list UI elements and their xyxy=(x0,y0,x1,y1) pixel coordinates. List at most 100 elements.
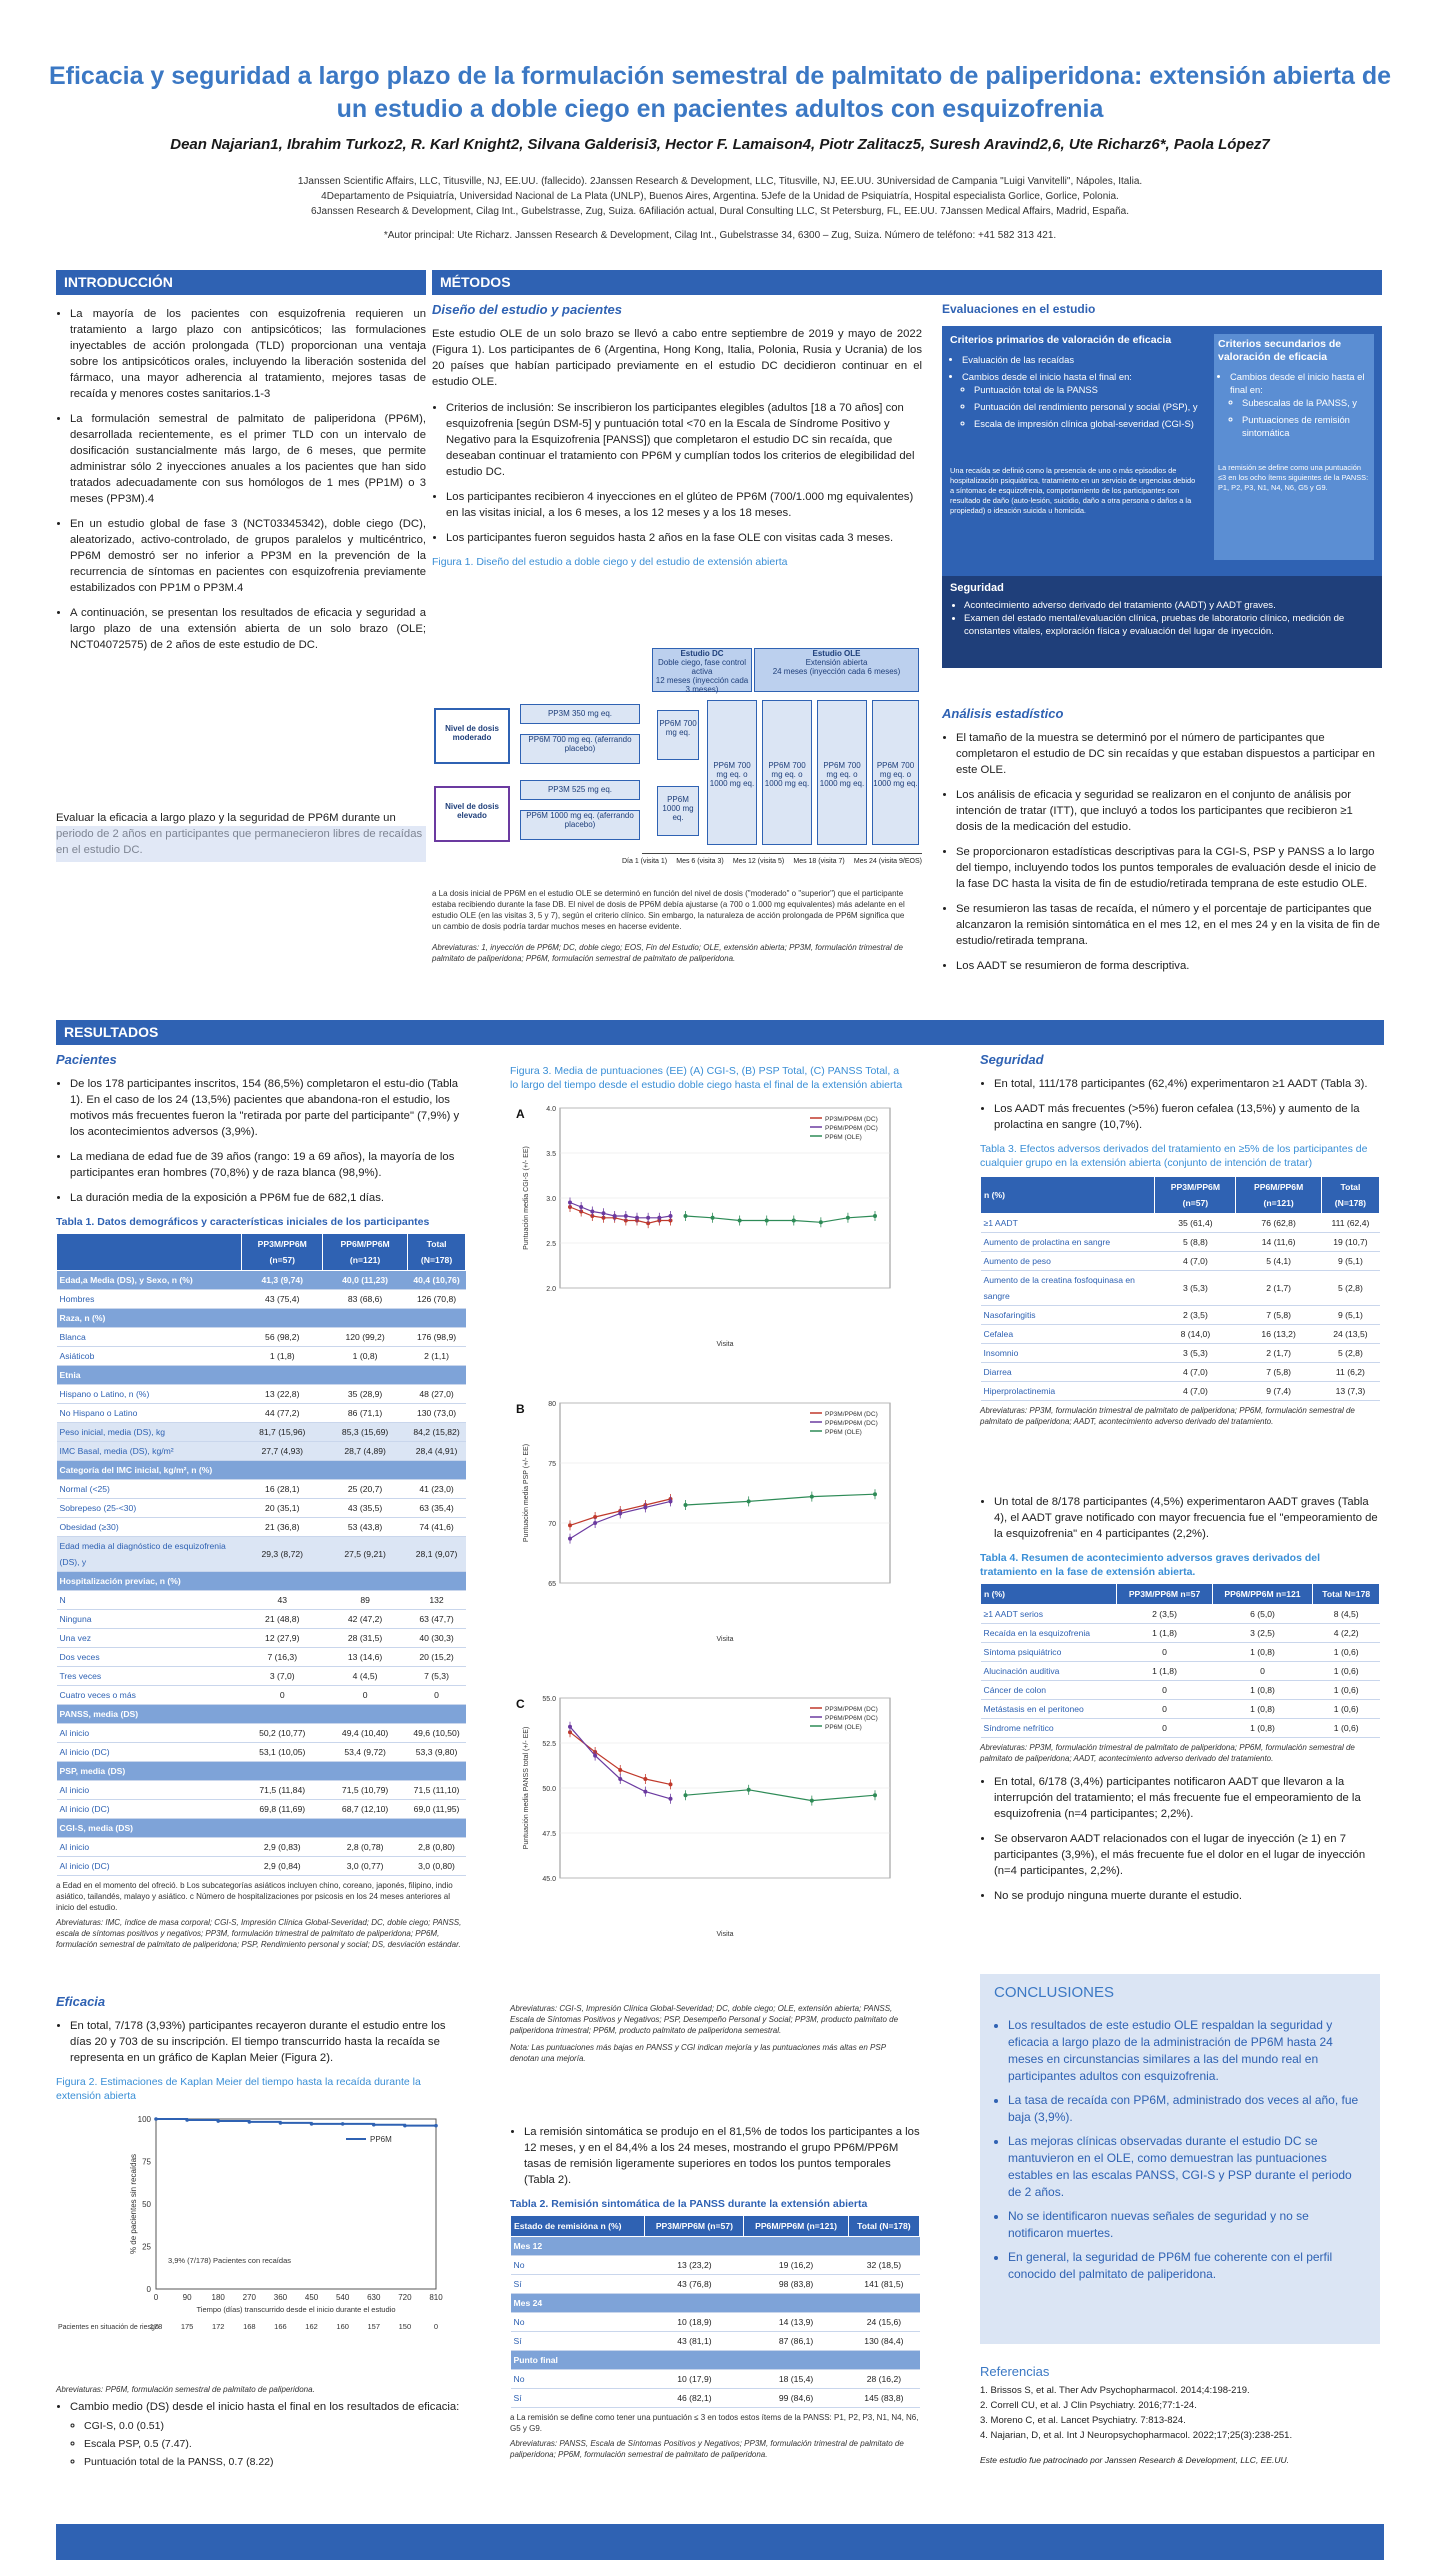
table1-cell: Edad media al diagnóstico de esquizofren… xyxy=(56,1536,242,1572)
table3-cell: 7 (5,8) xyxy=(1235,1305,1322,1325)
table1-cell: 3,0 (0,77) xyxy=(322,1856,408,1876)
table2-cell: Sí xyxy=(510,2388,645,2408)
table4-header-cell: n (%) xyxy=(979,1583,1118,1605)
table-row: Obesidad (≥30) 21 (36,8) 53 (43,8) 74 (41,6… xyxy=(56,1517,466,1537)
fig1-tick: Mes 24 (visita 9/EOS) xyxy=(853,858,922,865)
reference-item: 4. Najarian, D, et al. Int J Neuropsycho… xyxy=(980,2430,1293,2441)
safety-criteria-title: Seguridad xyxy=(950,582,1004,594)
table-row: Sí 43 (76,8) 98 (83,8) 141 (81,5) xyxy=(510,2274,920,2294)
primary-subitem: Escala de impresión clínica global-sever… xyxy=(974,417,1200,430)
table1-title: Tabla 1. Datos demográficos y caracterís… xyxy=(56,1216,430,1228)
table2-cell: 145 (83,8) xyxy=(848,2388,920,2408)
table2-cell: Mes 12 xyxy=(510,2236,645,2256)
km-at-risk-count: 175 xyxy=(181,2322,194,2331)
table2-cell xyxy=(743,2236,849,2256)
dc-sub2: 12 meses (inyección cada 3 meses) xyxy=(655,676,749,694)
fig3-ytick: 47.5 xyxy=(542,1831,556,1838)
table-row: Cefalea 8 (14,0) 16 (13,2) 24 (13,5) xyxy=(980,1324,1380,1344)
table-row: Punto final xyxy=(510,2350,920,2370)
table-row: Aumento de prolactina en sangre 5 (8,8) 14… xyxy=(980,1232,1380,1252)
fig3-xlabel: Visita xyxy=(717,1341,734,1348)
table3-header-cell: PP3M/PP6M (n=57) xyxy=(1154,1176,1237,1214)
dc-header-box: Estudio DC Doble ciego, fase control act… xyxy=(652,648,752,694)
table1-cell: 40,4 (10,76) xyxy=(407,1270,466,1290)
table1-cell: Al inicio (DC) xyxy=(56,1799,242,1819)
table1-cell xyxy=(241,1571,323,1591)
table1-cell xyxy=(407,1761,466,1781)
corresponding-author: *Autor principal: Ute Richarz. Janssen R… xyxy=(383,230,1057,241)
table4-cell: Síntoma psiquiátrico xyxy=(980,1642,1117,1662)
table1-cell: Peso inicial, media (DS), kg xyxy=(56,1422,242,1442)
table1-cell: 40 (30,3) xyxy=(407,1628,466,1648)
efficacy-bullet: En total, 7/178 (3,93%) participantes re… xyxy=(70,2018,466,2066)
fig1-abbreviations: Abreviaturas: 1, inyección de PP6M; DC, … xyxy=(432,943,903,963)
table3-cell: 8 (14,0) xyxy=(1154,1324,1236,1344)
table1-header-cell: Total (N=178) xyxy=(407,1233,466,1271)
table1-cell: 3,0 (0,80) xyxy=(407,1856,466,1876)
table4-header-cell: PP3M/PP6M n=57 xyxy=(1116,1583,1213,1605)
table1-cell: 49,4 (10,40) xyxy=(322,1723,408,1743)
table1-cell xyxy=(407,1308,466,1328)
safety-criteria-box: Seguridad Acontecimiento adverso derivad… xyxy=(942,576,1382,668)
fig3-ytick: 2.0 xyxy=(546,1286,556,1293)
km-ytick: 100 xyxy=(138,2115,152,2124)
table1-cell: Al inicio (DC) xyxy=(56,1742,242,1762)
table2-cell: 28 (16,2) xyxy=(848,2369,920,2389)
table1-cell: Categoría del IMC inicial, kg/m², n (%) xyxy=(56,1460,242,1480)
km-at-risk-label: Pacientes en situación de riesgo xyxy=(58,2324,159,2331)
table3-cell: 9 (5,1) xyxy=(1321,1251,1380,1271)
table1-abbreviations: Abreviaturas: IMC, índice de masa corpor… xyxy=(56,1918,462,1949)
km-censor-point xyxy=(154,2117,158,2121)
km-ytick: 50 xyxy=(142,2200,151,2209)
efficacy-criteria-box: Criterios primarios de valoración de efi… xyxy=(942,326,1382,668)
table1-cell: 20 (15,2) xyxy=(407,1647,466,1667)
table-row: Tres veces 3 (7,0) 4 (4,5) 7 (5,3) xyxy=(56,1666,466,1686)
patients-bullet: La mediana de edad fue de 39 años (rango… xyxy=(70,1149,466,1181)
design-text: Este estudio OLE de un solo brazo se lle… xyxy=(432,328,922,388)
table1-cell: 43 xyxy=(241,1590,323,1610)
table1-cell: 28,1 (9,07) xyxy=(407,1536,466,1572)
fig3-legend-label: PP6M/PP6M (DC) xyxy=(825,1715,878,1722)
km-censor-point xyxy=(309,2122,314,2126)
table4-cell: 1 (0,6) xyxy=(1312,1680,1380,1700)
table1-cell xyxy=(407,1365,466,1385)
table1-cell: 68,7 (12,10) xyxy=(322,1799,408,1819)
fig3-point xyxy=(873,1793,877,1798)
table1-cell: 42 (47,2) xyxy=(322,1609,408,1629)
table4-cell: 4 (2,2) xyxy=(1312,1623,1380,1643)
table1-cell: 130 (73,0) xyxy=(407,1403,466,1423)
fig3-legend-label: PP3M/PP6M (DC) xyxy=(825,1116,878,1123)
eval-title: Evaluaciones en el estudio xyxy=(942,302,1096,316)
table1-cell: 21 (48,8) xyxy=(241,1609,323,1629)
km-censor-point xyxy=(185,2118,189,2122)
table4-cell: 1 (0,8) xyxy=(1212,1718,1313,1738)
table4-serious-events: n (%) PP3M/PP6M n=57 PP6M/PP6M n=121 Total … xyxy=(979,1583,1380,1738)
table1-cell: IMC Basal, media (DS), kg/m² xyxy=(56,1441,242,1461)
dc-header: Estudio DC xyxy=(680,649,724,658)
km-at-risk-count: 160 xyxy=(336,2322,349,2331)
km-xtick: 720 xyxy=(398,2293,412,2302)
fig3-legend-label: PP6M (OLE) xyxy=(825,1429,862,1436)
table1-cell: 71,5 (11,10) xyxy=(407,1780,466,1800)
table1-cell: Asiáticob xyxy=(56,1346,242,1366)
table1-cell: Sobrepeso (25-<30) xyxy=(56,1498,242,1518)
method-bullet: Los participantes recibieron 4 inyeccion… xyxy=(446,489,922,521)
method-bullet: Criterios de inclusión: Se inscribieron … xyxy=(446,400,922,480)
ole-dose-box-4: PP6M 700 mg eq. o 1000 mg eq. xyxy=(872,700,919,845)
fig3-legend-label: PP3M/PP6M (DC) xyxy=(825,1706,878,1713)
table1-cell: 84,2 (15,82) xyxy=(407,1422,466,1442)
table1-cell: 27,7 (4,93) xyxy=(241,1441,323,1461)
fig3-ylabel: Puntuación media PSP (+/- EE) xyxy=(523,1444,530,1542)
fig3-point xyxy=(873,1492,877,1497)
efficacy-section: Eficacia En total, 7/178 (3,93%) partici… xyxy=(56,1994,466,2479)
table-row: Al inicio 71,5 (11,84) 71,5 (10,79) 71,5 (1… xyxy=(56,1780,466,1800)
table2-cell: Sí xyxy=(510,2274,645,2294)
table1-cell: 0 xyxy=(407,1685,466,1705)
table3-cell: Diarrea xyxy=(980,1362,1155,1382)
table1-demographics: PP3M/PP6M (n=57) PP6M/PP6M (n=121) Total (… xyxy=(55,1233,466,1876)
table1-cell: 48 (27,0) xyxy=(407,1384,466,1404)
table1-cell: 74 (41,6) xyxy=(407,1517,466,1537)
table1-cell: 13 (14,6) xyxy=(322,1647,408,1667)
safety-section: Seguridad En total, 111/178 participante… xyxy=(979,1052,1381,1427)
table1-cell: PSP, media (DS) xyxy=(56,1761,242,1781)
